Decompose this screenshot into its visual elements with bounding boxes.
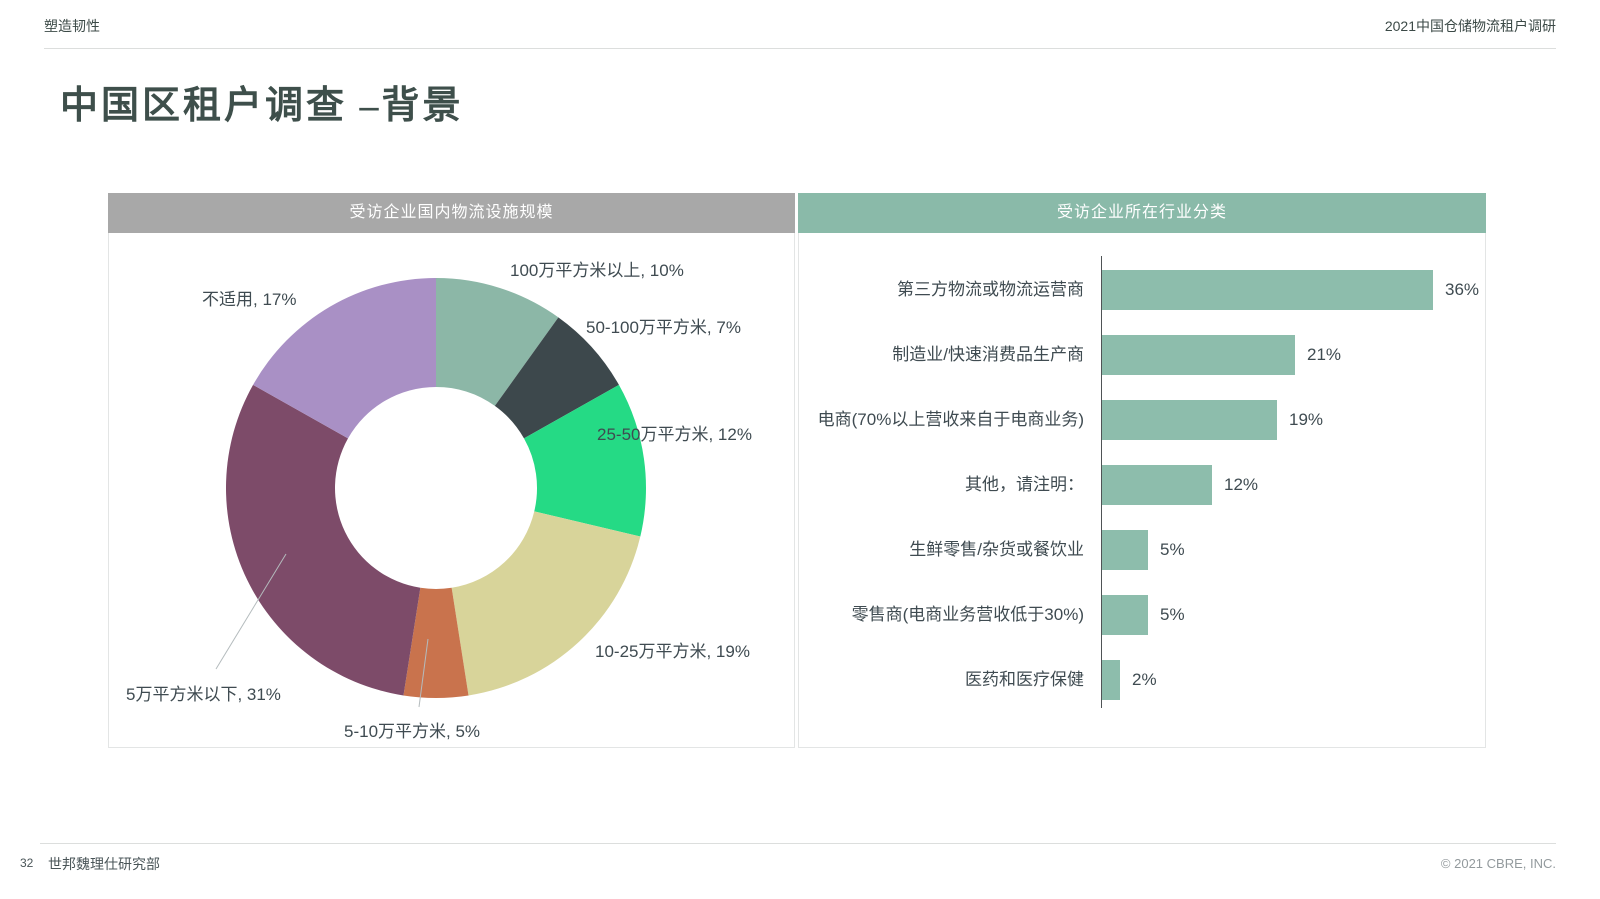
footer-department: 世邦魏理仕研究部 xyxy=(48,856,160,872)
report-name: 2021中国仓储物流租户调研 xyxy=(1384,18,1556,34)
report-eyebrow: 塑造韧性 xyxy=(44,18,100,34)
bar-row-2: 电商(70%以上营收来自于电商业务) 19% xyxy=(799,400,1485,465)
donut-chart-area xyxy=(108,233,795,748)
donut-slice-3 xyxy=(451,511,641,696)
bar-chart-area: 第三方物流或物流运营商 36% 制造业/快速消费品生产商 21% 电商(70%以上营收来… xyxy=(798,233,1486,748)
bar-value-label: 5% xyxy=(1160,540,1185,559)
bar-value-label: 12% xyxy=(1224,475,1259,494)
bar-value-label: 36% xyxy=(1445,280,1480,299)
bar-category-label: 电商(70%以上营收来自于电商业务) xyxy=(817,410,1084,429)
facility-scale-panel: 受访企业国内物流设施规模 xyxy=(108,193,795,748)
bar-row-1: 制造业/快速消费品生产商 21% xyxy=(799,335,1485,400)
bar xyxy=(1102,530,1148,570)
bar-category-label: 其他，请注明： xyxy=(965,475,1084,494)
bar xyxy=(1102,335,1295,375)
bar-category-label: 第三方物流或物流运营商 xyxy=(897,280,1084,299)
page-number: 32 xyxy=(20,856,34,870)
bar xyxy=(1102,400,1277,440)
header-divider xyxy=(44,48,1556,49)
donut-slice-0 xyxy=(436,278,559,406)
donut-slice-5 xyxy=(225,384,421,696)
bar xyxy=(1102,270,1433,310)
bar-row-4: 生鲜零售/杂货或餐饮业 5% xyxy=(799,530,1485,595)
bar-chart-rows: 第三方物流或物流运营商 36% 制造业/快速消费品生产商 21% 电商(70%以上营收来… xyxy=(799,270,1485,725)
donut-slice-2 xyxy=(523,384,646,537)
bar-value-label: 2% xyxy=(1132,670,1157,689)
bar-category-label: 医药和医疗保健 xyxy=(965,670,1084,689)
industry-panel: 受访企业所在行业分类 第三方物流或物流运营商 36% 制造业/快速消费品生产商 21%… xyxy=(798,193,1486,748)
donut-slice-4 xyxy=(403,587,469,698)
bar-category-label: 生鲜零售/杂货或餐饮业 xyxy=(909,540,1084,559)
page-title: 中国区租户调查 –背景 xyxy=(60,85,464,127)
bar-row-6: 医药和医疗保健 2% xyxy=(799,660,1485,725)
bar-value-label: 21% xyxy=(1307,345,1342,364)
donut-slice-6 xyxy=(253,278,436,439)
donut-label-5: 5万平方米以下, 31% xyxy=(126,685,281,704)
leader-line xyxy=(215,553,287,670)
bar-row-0: 第三方物流或物流运营商 36% xyxy=(799,270,1485,335)
donut-chart xyxy=(215,278,646,708)
bar xyxy=(1102,660,1120,700)
footer-divider xyxy=(40,843,1556,844)
leader-line xyxy=(418,638,429,708)
footer-copyright: © 2021 CBRE, INC. xyxy=(1440,856,1556,871)
bar-chart-axis xyxy=(1101,256,1102,708)
bar-category-label: 制造业/快速消费品生产商 xyxy=(892,345,1084,364)
industry-panel-title: 受访企业所在行业分类 xyxy=(798,193,1486,233)
bar xyxy=(1102,595,1148,635)
bar-row-3: 其他，请注明： 12% xyxy=(799,465,1485,530)
bar-category-label: 零售商(电商业务营收低于30%) xyxy=(851,605,1084,624)
donut-label-0: 100万平方米以上, 10% xyxy=(510,261,684,280)
bar-value-label: 19% xyxy=(1289,410,1324,429)
bar-row-5: 零售商(电商业务营收低于30%) 5% xyxy=(799,595,1485,660)
donut-label-6: 不适用, 17% xyxy=(202,290,297,309)
facility-scale-panel-title: 受访企业国内物流设施规模 xyxy=(108,193,795,233)
bar xyxy=(1102,465,1212,505)
donut-label-3: 10-25万平方米, 19% xyxy=(595,642,750,661)
donut-label-2: 25-50万平方米, 12% xyxy=(597,425,752,444)
donut-label-1: 50-100万平方米, 7% xyxy=(586,318,741,337)
donut-slice-1 xyxy=(494,317,619,439)
bar-value-label: 5% xyxy=(1160,605,1185,624)
donut-label-4: 5-10万平方米, 5% xyxy=(344,722,481,741)
